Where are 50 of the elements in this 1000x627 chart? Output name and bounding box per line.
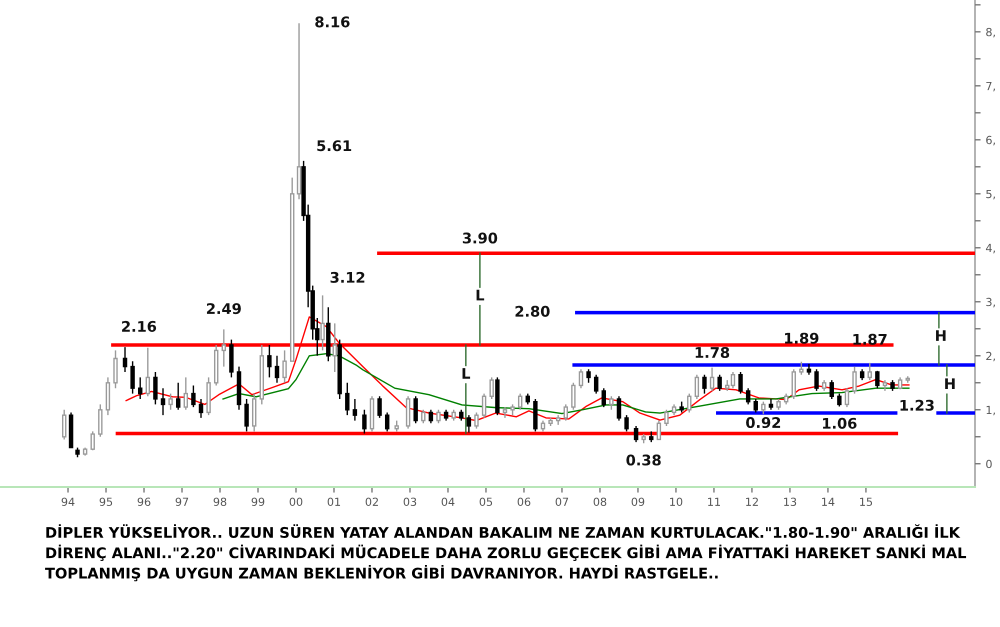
x-tick-label: 98: [214, 498, 226, 506]
x-tick-label: 00: [290, 498, 302, 506]
annotation: 0.92: [746, 417, 780, 428]
annotation: 1.89: [785, 332, 818, 344]
annotation: 2.16: [122, 320, 156, 332]
y-tick-label: 1,: [986, 406, 995, 416]
x-tick-label: 08: [594, 498, 606, 506]
annotation: 8.16: [315, 16, 350, 28]
y-tick-label: 4,: [986, 244, 995, 254]
x-tick-label: 09: [632, 498, 644, 506]
annotation: 1.23: [900, 400, 934, 411]
y-tick-label: 5,: [986, 190, 995, 200]
x-tick-label: 15: [860, 498, 872, 506]
annotation: L: [476, 290, 484, 300]
x-tick-label: 02: [366, 498, 378, 506]
x-tick-label: 05: [480, 498, 492, 506]
annotation: H: [945, 378, 955, 389]
annotation: 1.06: [823, 418, 857, 429]
x-tick-label: 11: [708, 498, 720, 506]
x-tick-label: 01: [328, 498, 340, 506]
x-tick-label: 03: [404, 498, 416, 506]
x-tick-label: 14: [822, 498, 834, 506]
annotation: 5.61: [317, 140, 352, 152]
annotation: 1.78: [696, 346, 730, 358]
x-tick-label: 07: [556, 498, 568, 506]
x-tick-label: 12: [746, 498, 758, 506]
x-tick-label: 97: [176, 498, 188, 506]
y-tick-label: 6,: [986, 136, 995, 146]
y-tick-label: 8,: [986, 28, 995, 38]
x-tick-label: 99: [252, 498, 264, 506]
y-tick-label: 7,: [986, 82, 995, 92]
x-tick-label: 06: [518, 498, 530, 506]
x-tick-label: 04: [442, 498, 454, 506]
text: DİPLER YÜKSELİYOR.. UZUN SÜREN YATAY ALANDAN BAKALIM NE ZAMAN KURTULACAK."1.80-1.90" ARALIĞI İLK DİRENÇ ALANI.."2.20" CİVARINDAKİ MÜCADELE DAHA ZORLU GEÇECEK GİBİ AMA FİYATTAKİ HAREKET SANKİ MAL TOPLANMIŞ DA UYGUN ZAMAN BEKLENİYOR GİBİ DAVRANIYOR. HAYDİ RASTGELE..: [45, 524, 966, 582]
annotation: 3.12: [330, 272, 364, 283]
y-tick-label: 3,: [986, 298, 995, 308]
x-tick-label: 13: [784, 498, 796, 506]
y-tick-label: 2,: [986, 352, 995, 362]
annotation: L: [462, 368, 470, 379]
annotation: H: [936, 330, 946, 341]
annotation: 1.87: [853, 334, 887, 345]
x-tick-label: 10: [670, 498, 682, 506]
x-tick-label: 94: [62, 498, 74, 506]
x-tick-label: 96: [138, 498, 150, 506]
annotation: 3.90: [462, 232, 498, 244]
annotation: 0.38: [626, 454, 661, 466]
annotation: 2.49: [206, 303, 241, 314]
annotation: 2.80: [516, 306, 550, 317]
x-tick-label: 95: [100, 498, 112, 506]
y-tick-label: 0: [986, 460, 992, 468]
